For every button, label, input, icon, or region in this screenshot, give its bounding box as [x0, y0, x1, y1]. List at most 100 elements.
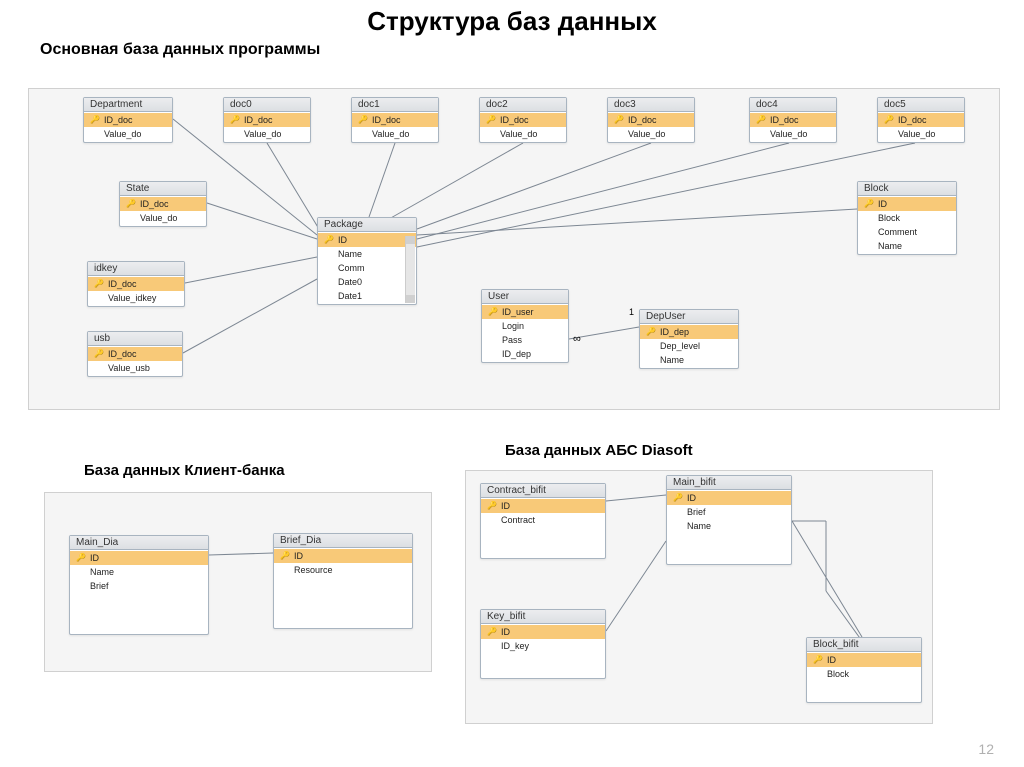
entity-doc0[interactable]: doc0ID_docValue_do: [223, 97, 311, 143]
field: ID_doc: [88, 277, 184, 291]
field: Brief: [667, 505, 791, 519]
entity-doc5[interactable]: doc5ID_docValue_do: [877, 97, 965, 143]
entity-header: usb: [88, 332, 182, 346]
entity-doc2[interactable]: doc2ID_docValue_do: [479, 97, 567, 143]
subtitle-client: База данных Клиент-банка: [44, 460, 285, 483]
field: ID_doc: [878, 113, 964, 127]
entity-header: Block: [858, 182, 956, 196]
field: Date0: [318, 275, 416, 289]
field: ID_user: [482, 305, 568, 319]
entity-maindia[interactable]: Main_DiaIDNameBrief: [69, 535, 209, 635]
field: ID_doc: [480, 113, 566, 127]
field: Value_do: [480, 127, 566, 141]
entity-contractbifit[interactable]: Contract_bifitIDContract: [480, 483, 606, 559]
field: ID_dep: [640, 325, 738, 339]
field: ID_dep: [482, 347, 568, 361]
entity-header: DepUser: [640, 310, 738, 324]
entity-user[interactable]: UserID_userLoginPassID_dep: [481, 289, 569, 363]
entity-header: Contract_bifit: [481, 484, 605, 498]
entity-keybifit[interactable]: Key_bifitIDID_key: [480, 609, 606, 679]
cardinality-many: ∞: [573, 333, 581, 345]
slide-number: 12: [978, 741, 994, 757]
field: Pass: [482, 333, 568, 347]
entity-department[interactable]: DepartmentID_docValue_do: [83, 97, 173, 143]
field: ID: [807, 653, 921, 667]
field: ID_key: [481, 639, 605, 653]
field: Date1: [318, 289, 416, 303]
field: Name: [70, 565, 208, 579]
field: Brief: [70, 579, 208, 593]
field: Block: [858, 211, 956, 225]
entity-doc3[interactable]: doc3ID_docValue_do: [607, 97, 695, 143]
field: ID_doc: [88, 347, 182, 361]
entity-header: doc5: [878, 98, 964, 112]
field: ID_doc: [84, 113, 172, 127]
entity-package[interactable]: PackageIDNameCommDate0Date1: [317, 217, 417, 305]
entity-doc1[interactable]: doc1ID_docValue_do: [351, 97, 439, 143]
field: Value_do: [352, 127, 438, 141]
entity-block[interactable]: BlockIDBlockCommentName: [857, 181, 957, 255]
field: Name: [667, 519, 791, 533]
field: ID_doc: [352, 113, 438, 127]
panel-diasoft: Contract_bifitIDContractMain_bifitIDBrie…: [465, 470, 933, 724]
field: ID_doc: [608, 113, 694, 127]
field: Name: [318, 247, 416, 261]
field: ID_doc: [224, 113, 310, 127]
field: Comm: [318, 261, 416, 275]
entity-header: Key_bifit: [481, 610, 605, 624]
entity-header: Block_bifit: [807, 638, 921, 652]
page-title: Структура баз данных: [0, 0, 1024, 39]
field: ID: [667, 491, 791, 505]
field: Value_usb: [88, 361, 182, 375]
entity-idkey[interactable]: idkeyID_docValue_idkey: [87, 261, 185, 307]
entity-briefdia[interactable]: Brief_DiaIDResource: [273, 533, 413, 629]
field: Value_idkey: [88, 291, 184, 305]
entity-depuser[interactable]: DepUserID_depDep_levelName: [639, 309, 739, 369]
field: Value_do: [750, 127, 836, 141]
entity-header: idkey: [88, 262, 184, 276]
field: ID: [858, 197, 956, 211]
cardinality-one: 1: [629, 307, 634, 317]
entity-header: doc4: [750, 98, 836, 112]
field: Value_do: [84, 127, 172, 141]
entity-header: doc2: [480, 98, 566, 112]
subtitle-diasoft: База данных АБС Diasoft: [465, 440, 693, 463]
entity-header: State: [120, 182, 206, 196]
entity-blockbifit[interactable]: Block_bifitIDBlock: [806, 637, 922, 703]
field: Dep_level: [640, 339, 738, 353]
field: Value_do: [878, 127, 964, 141]
field: Contract: [481, 513, 605, 527]
field: ID: [274, 549, 412, 563]
panel-client: Main_DiaIDNameBriefBrief_DiaIDResource: [44, 492, 432, 672]
field: Login: [482, 319, 568, 333]
field: ID: [481, 499, 605, 513]
field: Name: [640, 353, 738, 367]
entity-header: doc0: [224, 98, 310, 112]
entity-header: doc1: [352, 98, 438, 112]
entity-header: Main_bifit: [667, 476, 791, 490]
entity-mainbifit[interactable]: Main_bifitIDBriefName: [666, 475, 792, 565]
entity-header: Department: [84, 98, 172, 112]
subtitle-main: Основная база данных программы: [0, 39, 1024, 63]
field: Comment: [858, 225, 956, 239]
field: Name: [858, 239, 956, 253]
entity-usb[interactable]: usbID_docValue_usb: [87, 331, 183, 377]
field: ID: [481, 625, 605, 639]
panel-main: DepartmentID_docValue_dodoc0ID_docValue_…: [28, 88, 1000, 410]
field: Value_do: [608, 127, 694, 141]
entity-header: Brief_Dia: [274, 534, 412, 548]
entity-header: Package: [318, 218, 416, 232]
entity-header: Main_Dia: [70, 536, 208, 550]
field: ID_doc: [750, 113, 836, 127]
entity-doc4[interactable]: doc4ID_docValue_do: [749, 97, 837, 143]
field: Block: [807, 667, 921, 681]
field: Resource: [274, 563, 412, 577]
entity-header: doc3: [608, 98, 694, 112]
field: ID: [70, 551, 208, 565]
entity-header: User: [482, 290, 568, 304]
field: Value_do: [224, 127, 310, 141]
entity-state[interactable]: StateID_docValue_do: [119, 181, 207, 227]
field: ID_doc: [120, 197, 206, 211]
scrollbar[interactable]: [405, 236, 415, 303]
field: ID: [318, 233, 416, 247]
